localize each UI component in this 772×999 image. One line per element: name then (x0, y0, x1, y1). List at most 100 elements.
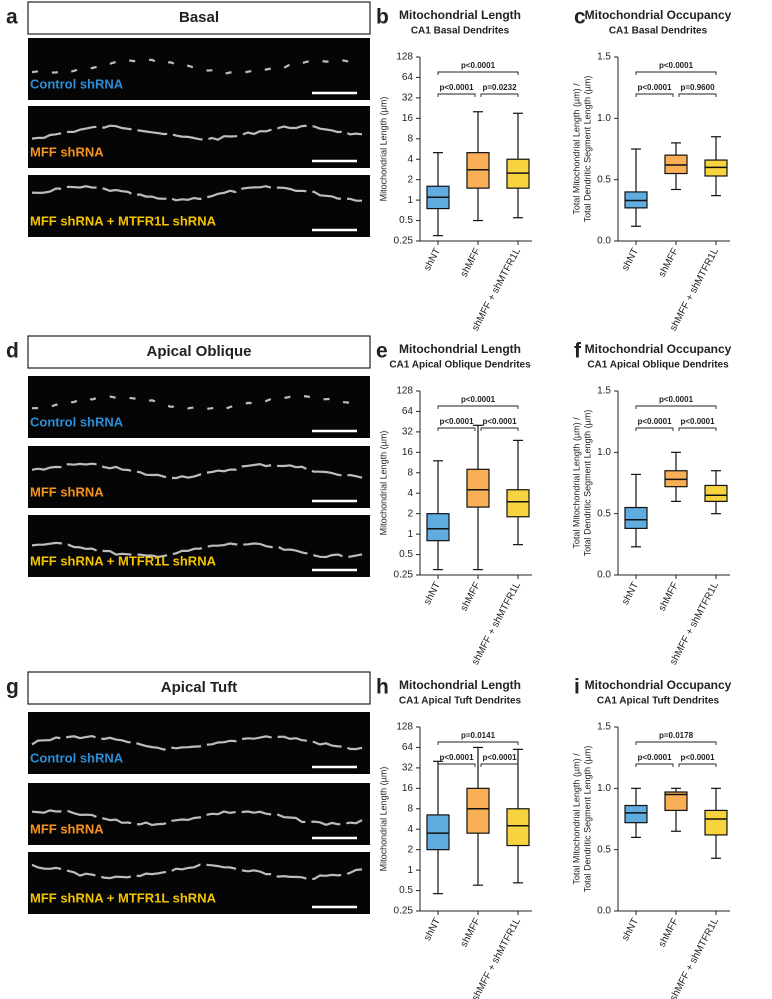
x-tick-label: shNT (620, 916, 641, 942)
y-tick-label: 64 (402, 742, 414, 753)
box (704, 484, 728, 503)
y-tick-label: 2 (407, 508, 413, 519)
micrograph (28, 106, 370, 168)
y-tick-label: 0.25 (394, 906, 414, 917)
significance-bracket (678, 93, 717, 97)
image-label: Control shRNA (30, 414, 124, 429)
p-value: p<0.0001 (637, 753, 672, 762)
x-tick-label: shNT (422, 580, 443, 606)
chart-title: Mitochondrial Length (399, 8, 521, 22)
significance-bracket (635, 71, 717, 75)
dendrite (31, 124, 363, 141)
image-label: MFF shRNA (30, 144, 104, 159)
y-tick-label: 16 (402, 783, 414, 794)
p-value: p<0.0001 (482, 417, 517, 426)
y-tick-label: 0.25 (394, 236, 414, 247)
micrograph (28, 446, 370, 508)
y-axis-label: Total Mitochondrial Length (µm) / (571, 417, 581, 549)
dendrite (31, 541, 363, 559)
p-value: p<0.0001 (680, 753, 715, 762)
significance-bracket (480, 427, 519, 431)
y-tick-label: 1.5 (597, 52, 611, 63)
significance-bracket (437, 405, 519, 409)
x-tick-label: shNT (422, 246, 443, 272)
y-tick-label: 4 (407, 824, 413, 835)
box (624, 506, 648, 529)
title-box (27, 335, 371, 369)
significance-bracket (480, 763, 519, 767)
chart-subtitle: CA1 Apical Tuft Dendrites (597, 696, 720, 707)
p-value: p=0.0178 (659, 731, 694, 740)
y-tick-label: 128 (396, 722, 413, 733)
significance-bracket (635, 93, 674, 97)
y-tick-label: 64 (402, 72, 414, 83)
y-tick-label: 0.5 (597, 508, 611, 519)
y-axis-label: Total Dendritic Segment Length (µm) (582, 410, 592, 557)
x-tick-label: shNT (620, 580, 641, 606)
panel-letter: g (6, 676, 19, 699)
image-label: Control shRNA (30, 750, 124, 765)
significance-bracket (437, 71, 519, 75)
significance-bracket (437, 427, 476, 431)
p-value: p<0.0001 (659, 395, 694, 404)
box (506, 808, 530, 847)
y-axis-label: Total Dendritic Segment Length (µm) (582, 76, 592, 223)
significance-bracket (678, 427, 717, 431)
dendrite (31, 734, 363, 751)
significance-bracket (437, 93, 476, 97)
significance-bracket (437, 763, 476, 767)
y-axis-label: Total Dendritic Segment Length (µm) (582, 746, 592, 893)
y-tick-label: 0.0 (597, 570, 611, 581)
significance-bracket (635, 763, 674, 767)
image-label: MFF shRNA + MTFR1L shRNA (30, 890, 217, 905)
significance-bracket (437, 741, 519, 745)
chart-subtitle: CA1 Apical Tuft Dendrites (399, 696, 522, 707)
y-tick-label: 128 (396, 52, 413, 63)
x-tick-label: shMFF (459, 916, 483, 949)
box (466, 787, 490, 834)
p-value: p<0.0001 (680, 417, 715, 426)
micrograph (28, 175, 370, 237)
dendrite (31, 58, 363, 75)
chart-title: Mitochondrial Occupancy (585, 342, 732, 356)
chart-subtitle: CA1 Basal Dendrites (609, 26, 708, 37)
significance-bracket (635, 741, 717, 745)
p-value: p<0.0001 (461, 395, 496, 404)
y-axis-label: Mitochondrial Length (µm) (378, 431, 388, 536)
micrograph (28, 515, 370, 577)
chart-title: Mitochondrial Occupancy (585, 678, 732, 692)
p-value: p=0.9600 (680, 83, 715, 92)
panel-letter: e (376, 340, 388, 363)
y-tick-label: 0.5 (399, 215, 413, 226)
y-tick-label: 1.0 (597, 783, 611, 794)
y-tick-label: 0.5 (597, 174, 611, 185)
y-tick-label: 0.5 (597, 844, 611, 855)
box (624, 804, 648, 824)
y-tick-label: 8 (407, 467, 413, 478)
micrograph (28, 376, 370, 438)
y-tick-label: 4 (407, 488, 413, 499)
micrograph (28, 852, 370, 914)
image-label: MFF shRNA + MTFR1L shRNA (30, 213, 217, 228)
y-tick-label: 8 (407, 803, 413, 814)
y-tick-label: 32 (402, 763, 414, 774)
y-tick-label: 128 (396, 386, 413, 397)
panel-title: Basal (179, 9, 219, 26)
box (704, 809, 728, 836)
y-tick-label: 0.0 (597, 906, 611, 917)
y-tick-label: 16 (402, 447, 414, 458)
p-value: p<0.0001 (439, 417, 474, 426)
p-value: p<0.0001 (439, 83, 474, 92)
y-tick-label: 64 (402, 406, 414, 417)
title-box (27, 671, 371, 705)
box (426, 814, 450, 851)
x-tick-label: shMFF (459, 246, 483, 279)
image-label: MFF shRNA (30, 484, 104, 499)
chart-title: Mitochondrial Occupancy (585, 8, 732, 22)
panel-title: Apical Tuft (161, 679, 237, 696)
y-tick-label: 0.0 (597, 236, 611, 247)
panel-letter: i (574, 676, 580, 699)
y-axis-label: Mitochondrial Length (µm) (378, 97, 388, 202)
micrograph (28, 38, 370, 100)
